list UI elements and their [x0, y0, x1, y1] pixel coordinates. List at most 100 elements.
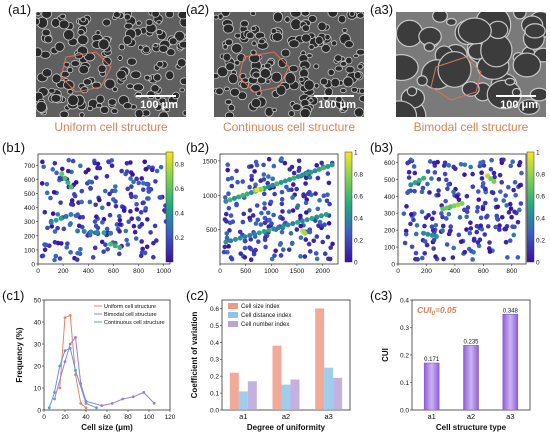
scatter-point — [413, 250, 419, 256]
scatter-point — [451, 203, 457, 209]
scatter-point — [261, 162, 266, 168]
foam-cell — [246, 31, 255, 40]
scatter-point — [256, 239, 261, 244]
scatter-point — [112, 243, 118, 249]
foam-cell — [353, 71, 362, 80]
scatter-point — [315, 175, 321, 181]
y-tick-label: 0 — [31, 262, 35, 269]
scatter-point — [158, 164, 164, 170]
scatter-point — [249, 164, 254, 169]
panel-label-b3: (b3) — [370, 140, 394, 155]
scatter-point — [409, 244, 415, 250]
scatter-point — [65, 180, 71, 186]
foam-cell — [112, 86, 118, 93]
scatter-point — [291, 182, 296, 187]
scatter-point — [269, 256, 275, 262]
foam-cell — [158, 97, 167, 105]
legend-label: Cell distance index — [241, 313, 291, 319]
scatter-point — [290, 221, 296, 227]
scatter-point — [74, 257, 80, 262]
scatter-point — [298, 254, 303, 259]
scatter-point — [231, 195, 237, 201]
x-tick-label: 600 — [478, 268, 489, 275]
scatter-point — [426, 212, 431, 218]
plot-frame — [219, 153, 339, 265]
scatter-point — [252, 169, 257, 174]
scatter-point — [303, 237, 309, 242]
scatter-point — [515, 255, 521, 260]
scatter-point — [431, 237, 437, 243]
scatter-point — [52, 239, 58, 245]
scatter-point — [269, 221, 274, 226]
sem-image-a3: 100 μm — [396, 12, 546, 117]
scatter-point — [248, 190, 254, 196]
scatter-point — [105, 246, 110, 252]
scatter-point — [436, 188, 441, 193]
scatter-point — [462, 172, 467, 177]
foam-cell — [339, 88, 347, 94]
foam-cell — [357, 63, 364, 70]
scatter-point — [291, 175, 297, 181]
scatter-point — [224, 231, 230, 236]
data-point — [74, 369, 77, 372]
scatter-point — [474, 223, 480, 229]
data-point — [58, 364, 62, 368]
scatter-point — [133, 194, 138, 200]
scatter-point — [274, 181, 280, 187]
scatter-point — [61, 226, 67, 232]
foam-cell — [110, 108, 119, 114]
scatter-point — [504, 203, 509, 208]
foam-cell — [36, 101, 47, 113]
scatter-point — [39, 253, 45, 259]
x-tick-label: 0 — [36, 268, 40, 275]
foam-cell — [122, 35, 133, 46]
scatter-point — [512, 209, 517, 215]
scatter-point — [228, 255, 234, 260]
scatter-point — [99, 205, 105, 211]
scatter-point — [313, 191, 318, 196]
data-point — [152, 402, 156, 405]
scatter-point — [290, 195, 295, 200]
scatter-point — [429, 224, 435, 230]
foam-cell — [95, 102, 103, 109]
foam-cell — [155, 29, 163, 36]
scatter-point — [134, 207, 140, 212]
scatter-point — [481, 163, 487, 168]
y-tick-label: 400 — [384, 194, 395, 201]
scatter-point — [512, 224, 517, 230]
scatter-point — [75, 212, 81, 217]
foam-cell — [154, 103, 163, 111]
foam-cell — [118, 43, 126, 51]
x-tick-label: 2000 — [315, 268, 330, 275]
scatter-point — [254, 162, 260, 168]
y-tick-label: 0.3 — [400, 325, 409, 332]
scatter-point — [435, 192, 441, 198]
scatter-point — [53, 253, 59, 259]
foam-cell — [341, 27, 348, 33]
scatter-point — [309, 215, 315, 221]
foam-cell — [216, 66, 229, 78]
foam-cell — [308, 44, 315, 50]
foam-cell — [54, 41, 65, 52]
colorbar-tick-label: 0.4 — [536, 216, 545, 223]
scatter-point — [254, 203, 260, 208]
scatter-point — [432, 170, 438, 175]
foam-cell — [301, 24, 311, 32]
y-tick-label: 700 — [24, 163, 35, 170]
scatter-point — [459, 201, 465, 206]
x-tick-label: 60 — [103, 414, 111, 421]
foam-cell — [164, 107, 171, 113]
panel-label-a2: (a2) — [186, 2, 210, 17]
scatter-point — [228, 213, 234, 218]
scatter-point — [427, 190, 432, 195]
scatter-point — [459, 239, 464, 244]
colorbar — [526, 151, 535, 263]
foam-cell — [277, 58, 288, 69]
scatter-point — [93, 175, 99, 180]
foam-cell — [518, 99, 540, 115]
x-axis-label: Degree of uniformity — [247, 423, 326, 432]
scatter-point — [59, 171, 65, 177]
scatter-point — [465, 205, 471, 210]
foam-cell — [97, 64, 107, 74]
scatter-point — [478, 223, 484, 229]
